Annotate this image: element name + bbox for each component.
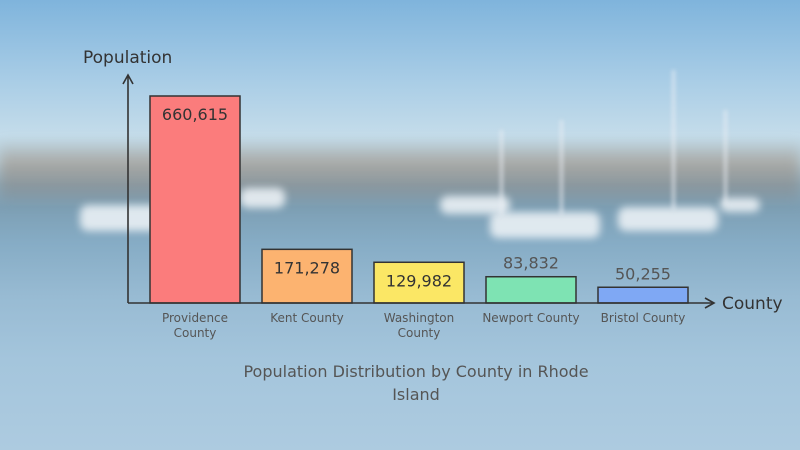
x-tick-label: Providence County (162, 311, 228, 340)
value-label: 171,278 (274, 258, 340, 277)
value-label: 83,832 (503, 254, 559, 273)
value-label: 129,982 (386, 271, 452, 290)
x-tick-label: Bristol County (601, 311, 686, 325)
x-axis-arrowhead (704, 297, 716, 309)
bar-washington-county (373, 261, 465, 304)
labels-layer: 660,615 Providence County 171,278 Kent Count… (162, 105, 685, 340)
bar-providence-county (149, 95, 241, 304)
y-axis-arrowhead (122, 73, 134, 85)
value-label: 660,615 (162, 105, 228, 124)
x-tick-label: Washington County (384, 311, 455, 340)
chart-title-line-1: Population Distribution by County in Rho… (243, 362, 588, 381)
x-tick-label: Kent County (270, 311, 344, 325)
x-tick-label: Newport County (482, 311, 579, 325)
y-axis-title: Population (83, 48, 172, 68)
bar-newport-county (485, 275, 577, 304)
bar-kent-county (261, 248, 353, 304)
chart-title-line-2: Island (392, 385, 440, 404)
x-axis-title: County (722, 294, 783, 314)
axes-layer (122, 73, 716, 309)
value-label: 50,255 (615, 264, 671, 283)
bar-bristol-county (597, 286, 689, 304)
bars-layer (149, 95, 689, 304)
